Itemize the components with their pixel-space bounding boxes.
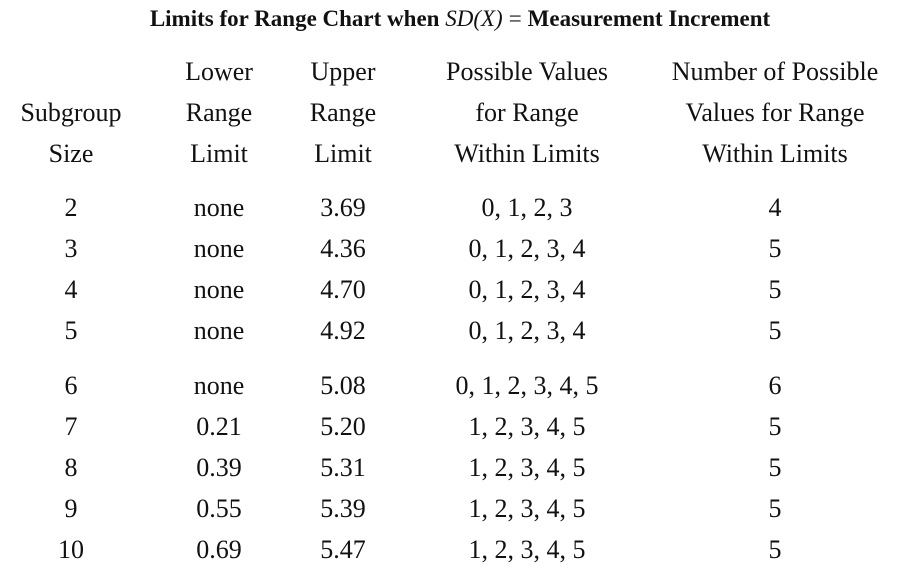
cell-number-of-possible-values: 5: [768, 535, 782, 564]
cell-subgroup-size: 7: [64, 412, 78, 441]
header-upper-range-limit-line-3: Limit: [314, 139, 372, 168]
cell-number-of-possible-values: 5: [768, 494, 782, 523]
cell-subgroup-size: 3: [64, 234, 78, 263]
cell-number-of-possible-values: 5: [768, 316, 782, 345]
cell-upper-range-limit: 5.31: [320, 453, 366, 482]
cell-subgroup-size: 10: [58, 535, 84, 564]
cell-subgroup-size: 6: [64, 371, 78, 400]
cell-subgroup-size: 5: [64, 316, 78, 345]
title-expression: SD(X): [445, 6, 503, 31]
cell-upper-range-limit: 5.47: [320, 535, 366, 564]
header-possible-values-line-1: Possible Values: [445, 57, 609, 86]
cell-possible-values: 0, 1, 2, 3: [481, 193, 573, 222]
cell-number-of-possible-values: 5: [768, 412, 782, 441]
header-lower-range-limit-line-3: Limit: [190, 139, 248, 168]
cell-upper-range-limit: 5.08: [320, 371, 366, 400]
cell-number-of-possible-values: 5: [768, 234, 782, 263]
cell-upper-range-limit: 3.69: [320, 193, 366, 222]
title-prefix: Limits for Range Chart when: [149, 6, 446, 31]
cell-upper-range-limit: 4.36: [320, 234, 366, 263]
cell-upper-range-limit: 4.70: [320, 275, 366, 304]
cell-lower-range-limit: 0.21: [196, 412, 242, 441]
cell-possible-values: 0, 1, 2, 3, 4: [468, 316, 586, 345]
cell-upper-range-limit: 4.92: [320, 316, 366, 345]
title-equals: =: [508, 6, 522, 31]
header-possible-values-line-2: for Range: [475, 98, 579, 127]
table-title: Limits for Range Chart when SD(X) = Measur…: [0, 6, 920, 32]
cell-lower-range-limit: none: [193, 234, 245, 263]
header-number-of-possible-values-line-2: Values for Range: [685, 98, 865, 127]
cell-lower-range-limit: none: [193, 193, 245, 222]
cell-lower-range-limit: none: [193, 275, 245, 304]
cell-lower-range-limit: 0.69: [196, 535, 242, 564]
header-lower-range-limit-line-2: Range: [185, 98, 253, 127]
header-subgroup-size-line-2: Subgroup: [20, 98, 122, 127]
cell-upper-range-limit: 5.39: [320, 494, 366, 523]
cell-subgroup-size: 4: [64, 275, 78, 304]
cell-possible-values: 1, 2, 3, 4, 5: [468, 494, 586, 523]
cell-possible-values: 1, 2, 3, 4, 5: [468, 535, 586, 564]
header-number-of-possible-values-line-1: Number of Possible: [671, 57, 879, 86]
cell-possible-values: 0, 1, 2, 3, 4, 5: [455, 371, 599, 400]
header-number-of-possible-values-line-3: Within Limits: [702, 139, 848, 168]
header-possible-values-line-3: Within Limits: [454, 139, 600, 168]
cell-lower-range-limit: 0.39: [196, 453, 242, 482]
cell-lower-range-limit: 0.55: [196, 494, 242, 523]
cell-possible-values: 0, 1, 2, 3, 4: [468, 234, 586, 263]
cell-possible-values: 1, 2, 3, 4, 5: [468, 412, 586, 441]
header-subgroup-size-line-3: Size: [48, 139, 94, 168]
header-lower-range-limit-line-1: Lower: [185, 57, 253, 86]
cell-possible-values: 0, 1, 2, 3, 4: [468, 275, 586, 304]
header-upper-range-limit-line-2: Range: [309, 98, 377, 127]
cell-upper-range-limit: 5.20: [320, 412, 366, 441]
cell-lower-range-limit: none: [193, 371, 245, 400]
cell-number-of-possible-values: 5: [768, 453, 782, 482]
cell-number-of-possible-values: 4: [768, 193, 782, 222]
cell-subgroup-size: 2: [64, 193, 78, 222]
cell-number-of-possible-values: 6: [768, 371, 782, 400]
cell-lower-range-limit: none: [193, 316, 245, 345]
cell-number-of-possible-values: 5: [768, 275, 782, 304]
cell-subgroup-size: 9: [64, 494, 78, 523]
title-suffix: Measurement Increment: [527, 6, 771, 31]
cell-possible-values: 1, 2, 3, 4, 5: [468, 453, 586, 482]
cell-subgroup-size: 8: [64, 453, 78, 482]
header-upper-range-limit-line-1: Upper: [310, 57, 376, 86]
